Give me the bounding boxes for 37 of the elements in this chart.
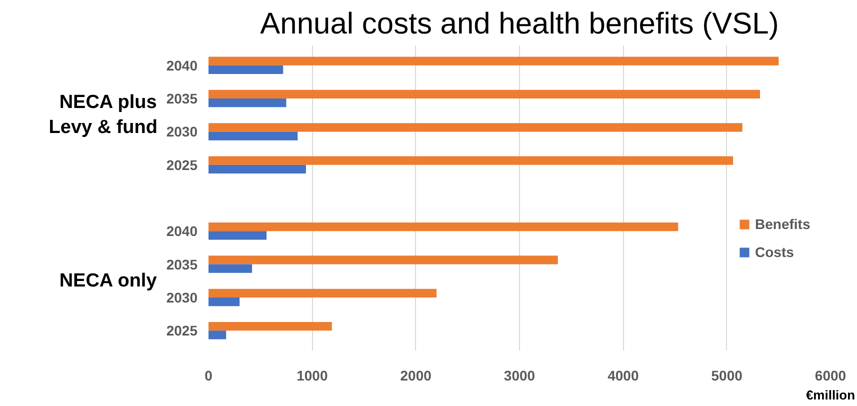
y-tick-label: 2035 [166,90,198,107]
x-tick-label: 5000 [711,368,743,384]
bar [208,330,226,340]
y-tick-label: 2025 [166,156,198,173]
text: NECA plus Levy & fund [48,92,158,138]
x-tick-label: 6000 [814,368,846,384]
bar [208,123,742,132]
x-axis-title: €million [806,388,856,402]
bar [208,132,298,140]
y-tick-label: 2035 [166,256,198,272]
bar [208,256,558,264]
x-tick-label: 1000 [296,368,328,384]
text: NECA only [59,270,158,292]
y-tick-label: 2040 [166,57,198,74]
bar [208,156,734,165]
bar [208,90,760,99]
bar [208,164,306,174]
x-tick-label: 2000 [400,368,432,384]
bar [208,56,779,66]
x-tick-label: 0 [204,368,213,384]
y-tick-label: 2040 [166,223,198,240]
legend-label: Costs [755,244,794,260]
bar [208,264,252,273]
bar [208,222,678,232]
x-tick-label: 3000 [504,368,536,384]
bar [208,98,286,108]
legend-label: Benefits [755,216,810,232]
bar [208,288,437,298]
bar [208,322,332,331]
y-tick-label: 2030 [166,289,198,306]
bar [208,297,240,306]
bar [208,231,267,240]
y-tick-label: 2030 [166,124,198,140]
chart-title: Annual costs and health benefits (VSL) [260,8,779,40]
y-tick-label: 2025 [166,322,198,339]
x-tick-label: 4000 [608,368,639,384]
bar [208,65,284,74]
